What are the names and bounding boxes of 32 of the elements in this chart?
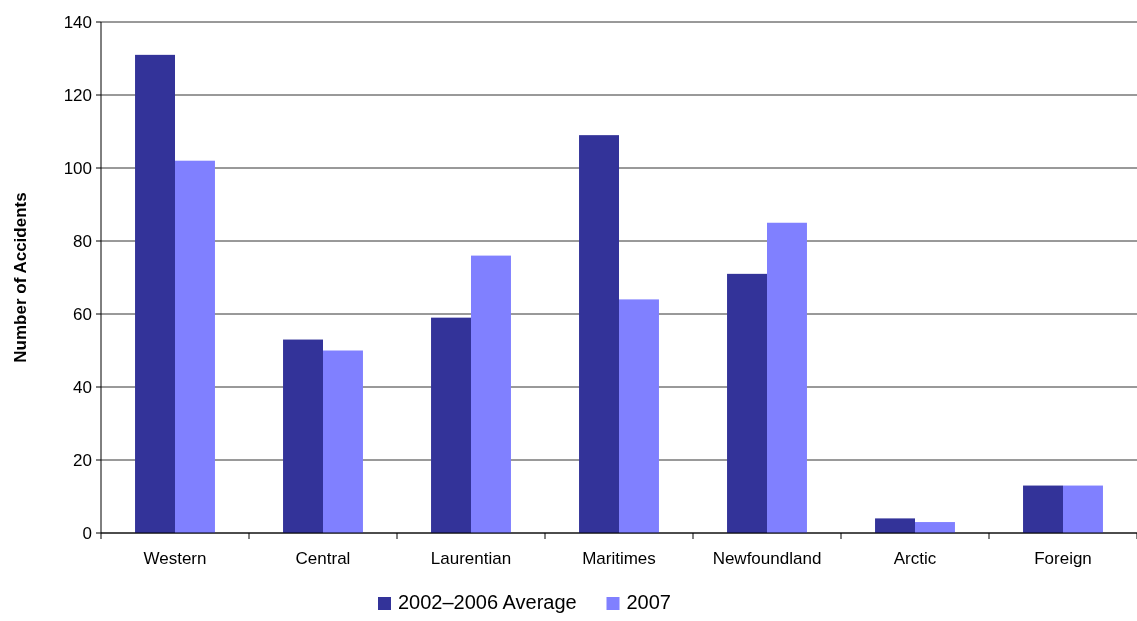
x-tick-label: Maritimes: [582, 549, 656, 568]
legend-label: 2007: [626, 591, 671, 613]
y-tick-label: 20: [73, 450, 92, 470]
x-tick-label: Arctic: [893, 549, 937, 568]
y-tick-label: 120: [63, 85, 92, 105]
bar: [619, 299, 659, 533]
bar: [1063, 485, 1103, 533]
bar: [915, 522, 955, 533]
bar: [175, 160, 215, 533]
y-tick-label: 60: [73, 304, 92, 324]
y-tick-label: 100: [63, 158, 92, 178]
bar: [283, 339, 323, 533]
bar: [579, 135, 619, 533]
x-tick-label: Western: [143, 549, 207, 568]
bar: [323, 350, 363, 533]
bar: [135, 54, 175, 533]
x-tick-label: Laurentian: [430, 549, 512, 568]
y-tick-label: 40: [73, 377, 92, 397]
bar: [767, 222, 807, 533]
bar: [875, 518, 915, 533]
bar: [727, 273, 767, 533]
y-tick-label: 0: [82, 523, 92, 543]
y-axis-title: Number of Accidents: [11, 192, 30, 363]
bar: [1023, 485, 1063, 533]
x-tick-label: Foreign: [1034, 549, 1092, 568]
legend-label: 2002–2006 Average: [398, 591, 577, 613]
bar: [431, 317, 471, 533]
x-tick-label: Central: [295, 549, 351, 568]
y-tick-label: 80: [73, 231, 92, 251]
x-tick-label: Newfoundland: [712, 549, 822, 568]
y-tick-label: 140: [63, 12, 92, 32]
bar: [471, 255, 511, 533]
